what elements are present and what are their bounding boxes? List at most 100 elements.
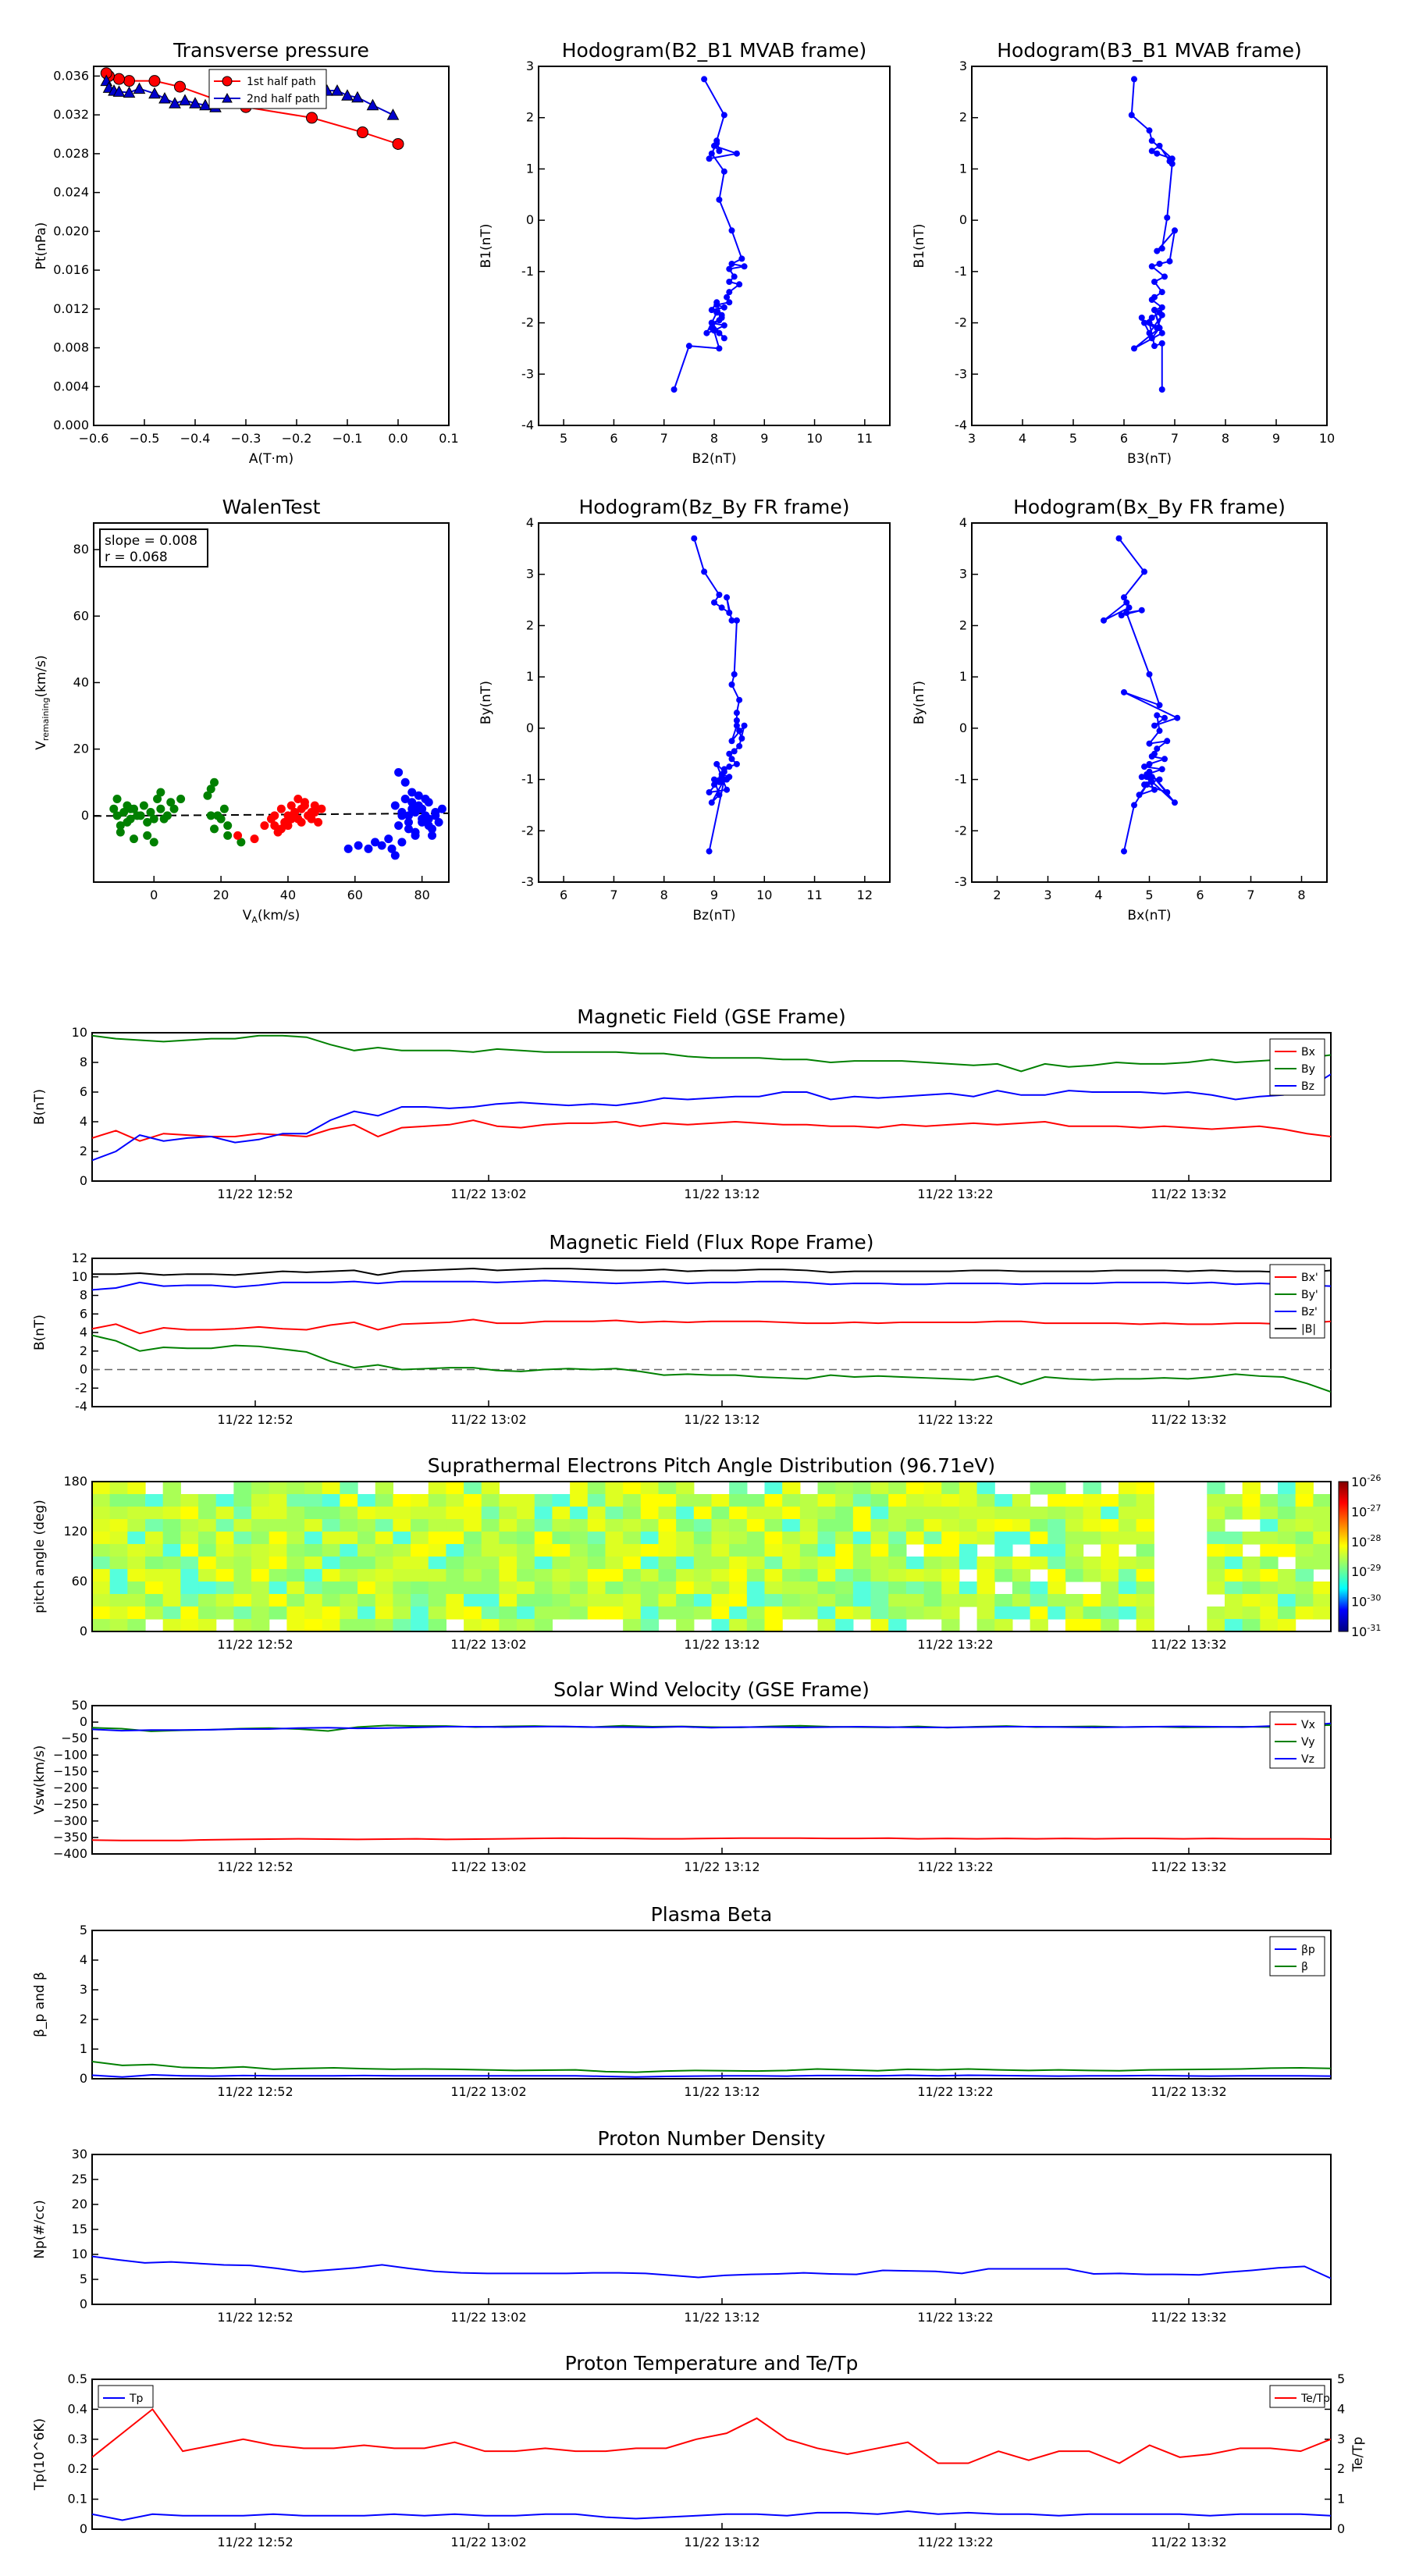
pad-cell <box>817 1569 836 1582</box>
h4-panel: Hodogram(Bx_By FR frame) -3 -2 -1 0 1 2 3 4 2 3 4 5 6… <box>912 496 1328 923</box>
pad-cell <box>852 1582 872 1595</box>
h1-point <box>733 150 740 157</box>
pad-cell <box>1065 1519 1084 1532</box>
h2-point <box>1146 329 1153 336</box>
h1-point <box>716 345 723 352</box>
pad-cell <box>411 1569 429 1582</box>
beta-legend-label: β <box>1301 1961 1308 1973</box>
pad-cell <box>1083 1569 1101 1582</box>
walen-ytick-label: 60 <box>73 608 89 623</box>
h2-point <box>1158 289 1165 296</box>
walen-point <box>371 838 380 847</box>
h4-point <box>1174 714 1181 721</box>
h4-point <box>1121 688 1127 696</box>
pad-cell <box>852 1494 872 1507</box>
pad-cell <box>286 1557 305 1570</box>
h1-point <box>670 386 678 393</box>
pad-cell <box>976 1582 995 1595</box>
h3-point <box>713 760 720 767</box>
pad-cell <box>782 1569 801 1582</box>
pad-cell <box>1242 1557 1261 1570</box>
pad-cell <box>446 1482 464 1495</box>
tp-ytick-label: 1 <box>1337 2492 1345 2507</box>
bfr-ytick-label: 6 <box>80 1306 87 1321</box>
pad-cell <box>340 1519 358 1532</box>
h3-point <box>701 568 708 575</box>
walen-point <box>139 801 148 810</box>
pad-cell <box>428 1619 447 1632</box>
np-ytick-label: 20 <box>72 2197 87 2211</box>
walen-xtick-label: 60 <box>347 888 363 902</box>
beta-ytick-label: 1 <box>80 2041 87 2056</box>
tp-ytick-label: 0.1 <box>68 2492 87 2507</box>
pad-cell <box>180 1606 199 1620</box>
beta-xtick-label: 11/22 13:12 <box>684 2084 759 2099</box>
beta-ytick-label: 2 <box>80 2012 87 2026</box>
pad-cell <box>552 1582 571 1595</box>
h3-xtick-label: 6 <box>560 888 567 902</box>
pad-cell <box>428 1557 447 1570</box>
pad-cell <box>1136 1606 1154 1620</box>
pad-cell <box>215 1494 234 1507</box>
pad-cell <box>1065 1569 1084 1582</box>
h1-point <box>726 289 733 296</box>
walen-point <box>156 804 165 813</box>
vsw-xtick-label: 11/22 13:12 <box>684 1859 759 1874</box>
walen-point <box>397 838 407 847</box>
h3-xtick-label: 7 <box>610 888 617 902</box>
pad-cell <box>464 1606 482 1620</box>
pad-cell <box>570 1532 589 1545</box>
h3-point <box>733 717 740 724</box>
pad-cell <box>1012 1582 1031 1595</box>
pad-cell <box>605 1519 624 1532</box>
pad-cell <box>746 1582 766 1595</box>
pad-cell <box>870 1594 889 1607</box>
walen-annotation: slope = 0.008 <box>105 533 197 549</box>
pad-cell <box>941 1569 960 1582</box>
np-ytick-label: 15 <box>72 2222 87 2236</box>
bgse-series-line <box>92 1119 1331 1142</box>
h2-xlabel: B3(nT) <box>1127 451 1172 467</box>
pad-cell <box>162 1482 181 1495</box>
pad-cell <box>1030 1606 1048 1620</box>
h1-xlabel: B2(nT) <box>692 451 737 467</box>
pad-cell <box>411 1557 429 1570</box>
walen-point <box>314 817 323 827</box>
pad-cell <box>1136 1482 1154 1495</box>
pad-cell <box>1260 1532 1279 1545</box>
walen-point <box>112 795 122 804</box>
pad-cell <box>693 1582 713 1595</box>
pad-cell <box>375 1594 394 1607</box>
pad-cell <box>870 1582 889 1595</box>
pad-cell <box>1277 1606 1297 1620</box>
h3-point <box>724 786 731 793</box>
pad-cell <box>286 1532 305 1545</box>
walen-point <box>364 844 373 853</box>
pad-cell <box>269 1532 287 1545</box>
pad-cell <box>1260 1507 1279 1520</box>
pad-cell <box>570 1582 589 1595</box>
pad-cell <box>835 1619 854 1632</box>
pad-cell <box>1242 1569 1261 1582</box>
h2-point <box>1168 160 1176 167</box>
pad-cell <box>1101 1606 1119 1620</box>
h2-point <box>1158 311 1165 318</box>
walen-xtick-label: 0 <box>150 888 158 902</box>
pad-cell <box>322 1482 340 1495</box>
pad-cell <box>446 1494 464 1507</box>
pad-cell <box>764 1482 783 1495</box>
pad-cell <box>286 1619 305 1632</box>
walen-point <box>431 811 440 820</box>
pad-cell <box>852 1594 872 1607</box>
beta-ytick-label: 3 <box>80 1982 87 1997</box>
pad-cell <box>1136 1544 1154 1557</box>
h2-point <box>1151 279 1158 285</box>
pad-cell <box>1030 1557 1048 1570</box>
walen-point <box>206 785 215 794</box>
pad-cell <box>570 1482 589 1495</box>
pad-cell <box>1313 1494 1332 1507</box>
h2-point <box>1166 258 1173 265</box>
pad-cell <box>534 1606 553 1620</box>
pad-cell <box>534 1619 553 1632</box>
pad-cell <box>711 1594 730 1607</box>
